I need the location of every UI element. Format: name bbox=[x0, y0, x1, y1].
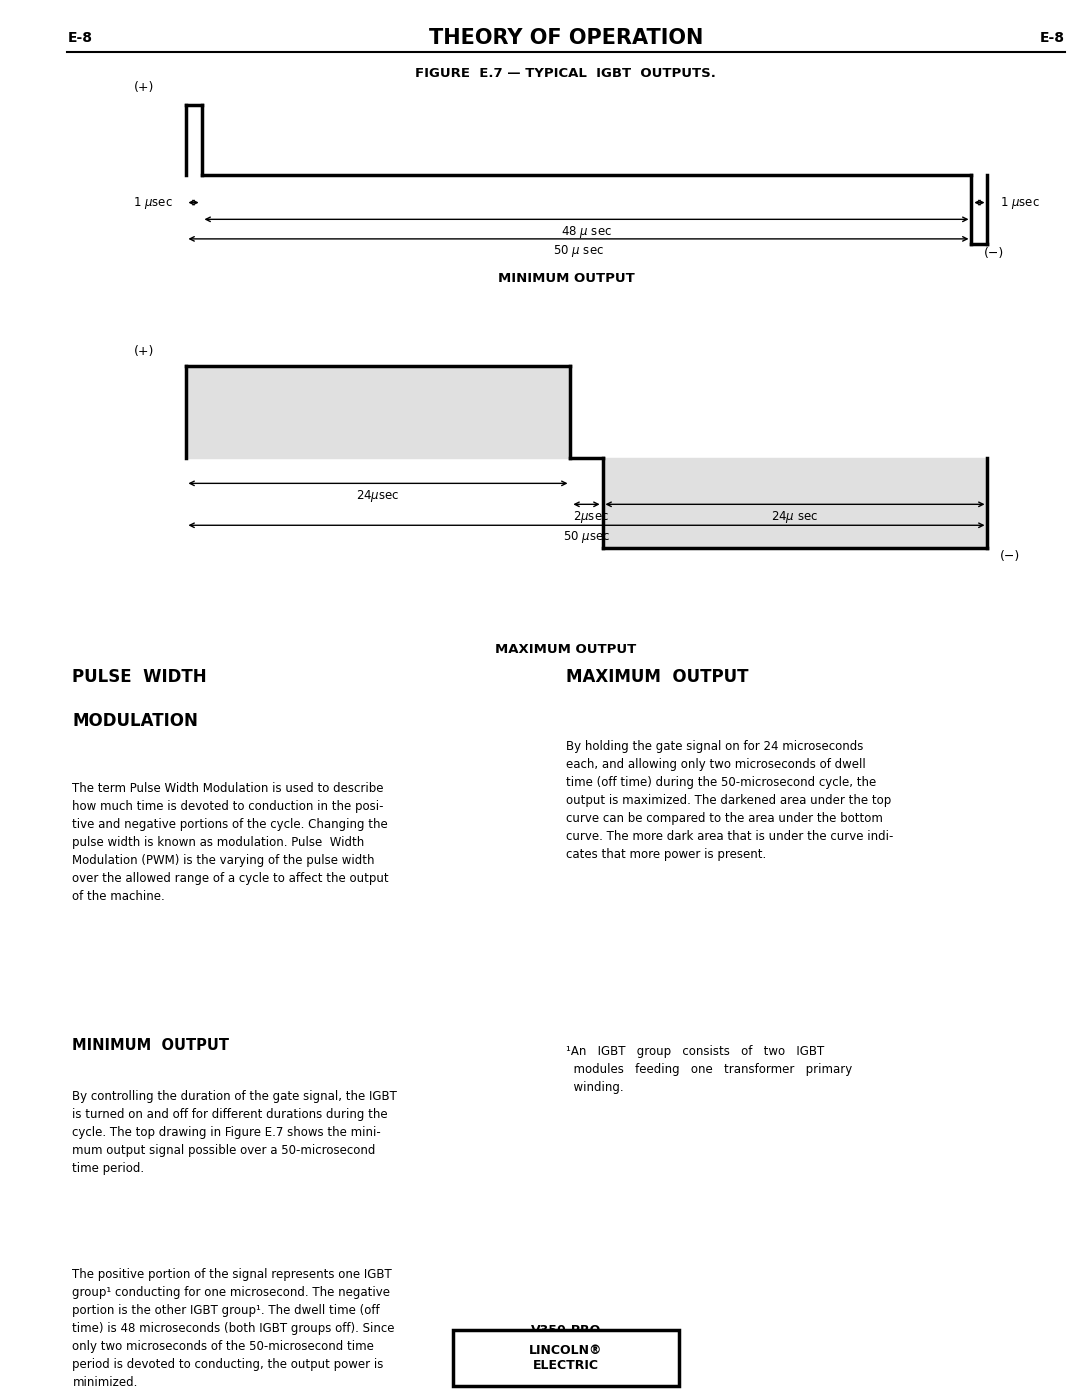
Text: ¹An   IGBT   group   consists   of   two   IGBT
  modules   feeding   one   tran: ¹An IGBT group consists of two IGBT modu… bbox=[566, 1045, 852, 1094]
Text: 2$\mu$sec: 2$\mu$sec bbox=[572, 509, 608, 524]
Text: Return to Section TOC: Return to Section TOC bbox=[8, 513, 16, 626]
Text: FIGURE  E.7 — TYPICAL  IGBT  OUTPUTS.: FIGURE E.7 — TYPICAL IGBT OUTPUTS. bbox=[416, 67, 716, 80]
Text: By controlling the duration of the gate signal, the IGBT
is turned on and off fo: By controlling the duration of the gate … bbox=[72, 1090, 397, 1175]
Text: (−): (−) bbox=[1000, 550, 1020, 563]
Text: MAXIMUM OUTPUT: MAXIMUM OUTPUT bbox=[496, 643, 636, 655]
Text: 50 $\mu$ sec: 50 $\mu$ sec bbox=[553, 243, 604, 258]
Text: 1 $\mu$sec: 1 $\mu$sec bbox=[134, 194, 173, 211]
Text: 24$\mu$ sec: 24$\mu$ sec bbox=[771, 509, 819, 524]
Text: 50 $\mu$sec: 50 $\mu$sec bbox=[563, 529, 610, 545]
Text: MINIMUM OUTPUT: MINIMUM OUTPUT bbox=[498, 272, 634, 285]
Text: Return to Master TOC: Return to Master TOC bbox=[31, 123, 40, 233]
Text: Return to Master TOC: Return to Master TOC bbox=[31, 905, 40, 1016]
Bar bbox=[186, 366, 570, 458]
Text: E-8: E-8 bbox=[1040, 31, 1065, 45]
Text: The term Pulse Width Modulation is used to describe
how much time is devoted to : The term Pulse Width Modulation is used … bbox=[72, 782, 389, 904]
Text: PULSE  WIDTH: PULSE WIDTH bbox=[72, 668, 207, 686]
Text: (−): (−) bbox=[984, 247, 1004, 260]
Text: Return to Section TOC: Return to Section TOC bbox=[8, 122, 16, 235]
Bar bbox=[603, 458, 987, 548]
Text: 24$\mu$sec: 24$\mu$sec bbox=[356, 488, 400, 503]
Text: 1 $\mu$sec: 1 $\mu$sec bbox=[1000, 194, 1040, 211]
Text: The positive portion of the signal represents one IGBT
group¹ conducting for one: The positive portion of the signal repre… bbox=[72, 1268, 395, 1390]
Text: Return to Section TOC: Return to Section TOC bbox=[8, 904, 16, 1017]
Text: Return to Master TOC: Return to Master TOC bbox=[31, 514, 40, 624]
Text: By holding the gate signal on for 24 microseconds
each, and allowing only two mi: By holding the gate signal on for 24 mic… bbox=[566, 740, 893, 862]
Text: THEORY OF OPERATION: THEORY OF OPERATION bbox=[429, 28, 703, 47]
Text: V350-PRO: V350-PRO bbox=[530, 1324, 602, 1337]
Text: 48 $\mu$ sec: 48 $\mu$ sec bbox=[561, 224, 612, 239]
Text: Return to Section TOC: Return to Section TOC bbox=[8, 1214, 16, 1329]
Text: MINIMUM  OUTPUT: MINIMUM OUTPUT bbox=[72, 1038, 229, 1053]
Text: Return to Master TOC: Return to Master TOC bbox=[31, 1215, 40, 1327]
Text: MODULATION: MODULATION bbox=[72, 712, 199, 731]
Text: (+): (+) bbox=[134, 345, 154, 358]
Text: ELECTRIC: ELECTRIC bbox=[532, 1359, 599, 1372]
Text: E-8: E-8 bbox=[67, 31, 92, 45]
Text: MAXIMUM  OUTPUT: MAXIMUM OUTPUT bbox=[566, 668, 748, 686]
Text: LINCOLN®: LINCOLN® bbox=[529, 1344, 603, 1356]
Text: (+): (+) bbox=[134, 81, 154, 94]
Bar bbox=[453, 1330, 679, 1386]
